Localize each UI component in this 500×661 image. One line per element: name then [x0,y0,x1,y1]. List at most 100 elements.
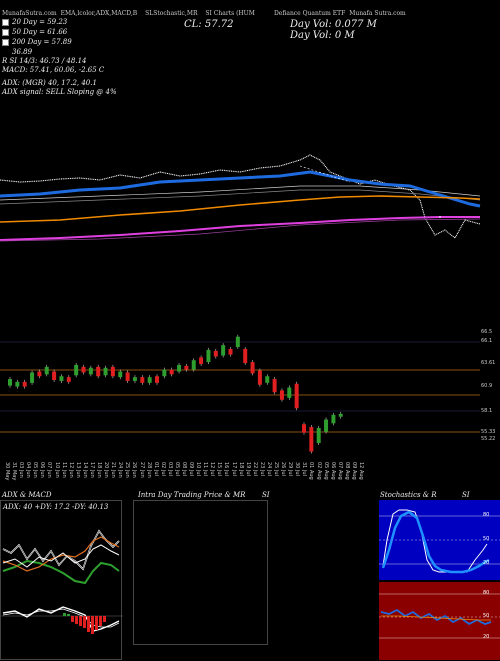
indicator-list-2: SLStochastic,MR [145,10,198,17]
candle-body [88,367,93,375]
candle-body [81,366,86,373]
date-label: 05 Jul [173,462,180,476]
candle-body [140,377,145,383]
candle-body [155,376,159,383]
day-volume: Day Vol: 0.077 M [290,19,377,30]
date-label: 07 Jun [46,462,53,478]
ma-20: 20 Day = 59.23 [2,18,67,27]
adx-panel-title: ADX & MACD [2,491,52,499]
stoch-panel-title: Stochastics & R [380,491,437,499]
candle-body [272,379,277,393]
candle-body [162,369,167,377]
candle-body [250,362,255,374]
ema-magenta-lo [0,218,481,242]
candle-body [265,376,270,383]
ema-white-2 [0,189,481,205]
candle-body [96,366,101,377]
candle-body [279,390,284,400]
adx-macd-chart [1,529,123,634]
date-label: 11 Jul [202,462,209,476]
date-label: 26 Jun [131,462,138,478]
candle-body [228,348,233,355]
date-label: 24 Jun [117,462,124,478]
header-line: MunafaSutra.com EMA,lcolor,ADX,MACD,B SL… [2,10,255,17]
date-label: 14 Jun [81,462,88,478]
candle-body [243,348,248,364]
candle-body [184,365,189,370]
date-label: 31 Jul [301,462,308,476]
candle-body [331,414,336,424]
adx-panel: ADX: 40 +DY: 17.2 -DY: 40.13 [0,500,123,660]
candle-body [338,413,343,417]
price-label-66: 66.1 [481,338,493,344]
sr-value: 36.89 [12,48,33,56]
candle-body [177,364,182,372]
date-label: 18 Jun [96,462,103,478]
candle-body [22,381,27,387]
candle-body [103,367,108,376]
candle-body [257,370,262,385]
date-label: 28 Jun [145,462,152,478]
date-label: 07 Aug [336,462,343,480]
etf-name: Defiance Quantum ETF Munafa Sutra.com [274,10,406,17]
date-label: 18 Jul [237,462,244,476]
date-label: 03 Jul [166,462,173,476]
stochastics-panel: 80 50 20 [379,500,500,580]
candle-body [169,369,174,375]
candle-body [74,364,79,376]
candle-body [206,349,211,363]
rsi-panel: 80 50 20 [379,582,500,660]
date-label: 05 Aug [322,462,329,480]
stoch-axis-80: 80 [483,512,490,518]
date-label: 05 Jun [32,462,39,478]
candle-body [37,371,42,377]
date-label: 10 Jul [195,462,202,476]
date-label: 01 Aug [308,462,315,480]
rsi-value: R SI 14/3: 46.73 / 48.14 [2,57,87,65]
candle-body [125,372,130,381]
candle-body [8,379,12,386]
close-price: CL: 57.72 [184,19,234,30]
price-label-63: 63.61 [481,360,496,366]
ema-blue [0,170,481,208]
ma-50: 50 Day = 61.66 [2,28,67,37]
price-axis-top: 66.5 [481,329,493,335]
intraday-si-label: SI [262,491,270,499]
stoch-axis-20: 20 [483,560,490,566]
candle-body [302,424,306,433]
adx-values: ADX: 40 +DY: 17.2 -DY: 40.13 [3,503,109,511]
candle-body [324,419,329,432]
date-label: 15 Jul [216,462,223,476]
candle-body [132,377,137,381]
stoch-si-label: SI [462,491,470,499]
candle-body [110,366,115,377]
date-label: 19 Jul [244,462,251,476]
date-label: 20 Jun [103,462,110,478]
price-label-60: 60.9 [481,383,493,389]
site-name: MunafaSutra.com [2,10,57,17]
rsi-axis-80: 80 [483,590,490,596]
date-label: 30 May [4,462,10,481]
indicator-list: EMA,lcolor,ADX,MACD,B [60,10,138,17]
ema-orange [0,195,481,223]
date-label: 23 Jul [258,462,265,476]
date-label: 24 Jul [265,462,272,476]
date-label: 17 Jun [88,462,95,478]
candle-body [294,383,299,409]
price-label-55a: 55.33 [481,429,496,435]
macd-value: MACD: 57.41, 60.06, -2.65 C [2,66,105,74]
date-label: 11 Jun [60,462,67,478]
date-label: 08 Jul [181,462,187,476]
ema-magenta [0,216,480,241]
date-label: 29 Jul [287,462,294,476]
candle-body [59,376,64,381]
date-label: 12 Jul [209,462,216,476]
candle-body [199,357,204,364]
date-label: 09 Jul [188,462,195,476]
date-label: 22 Jul [251,462,258,476]
date-label: 25 Jun [124,462,131,478]
candle-body [221,345,226,356]
date-label: 13 Jun [74,462,81,478]
date-label: 17 Jul [230,462,237,476]
